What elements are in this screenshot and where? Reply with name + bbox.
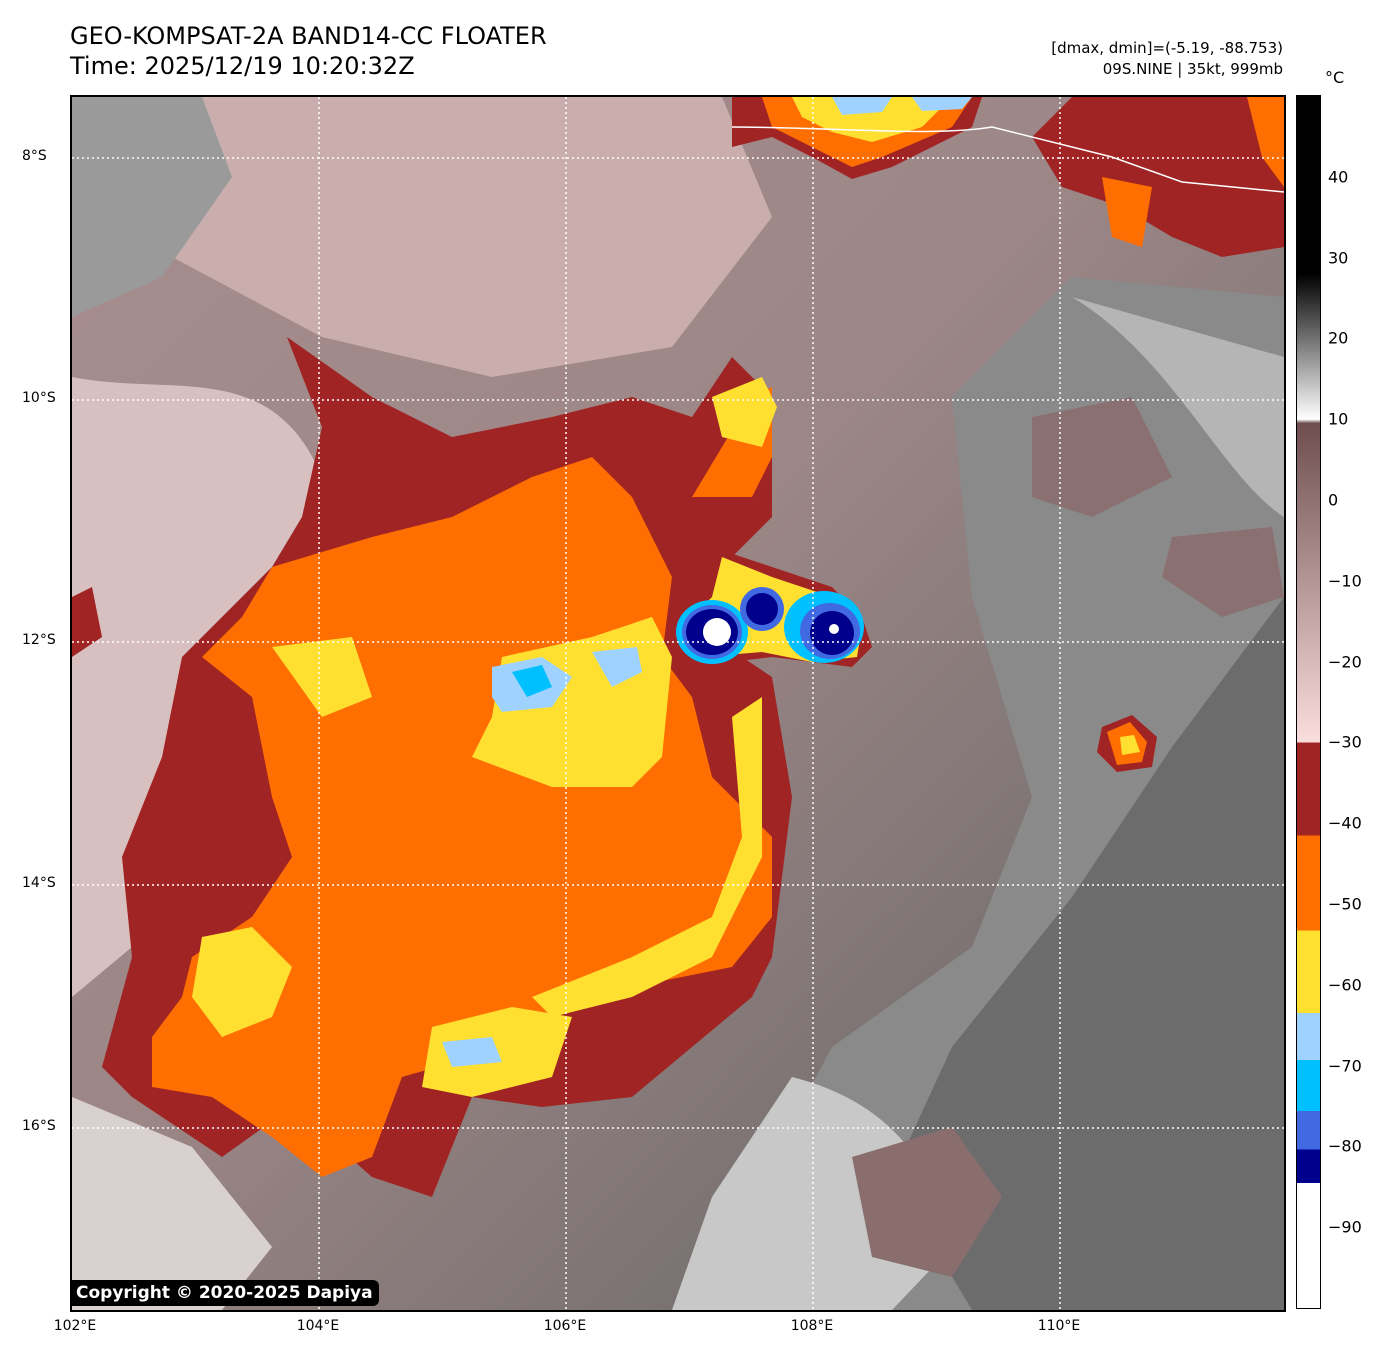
- lon-label: 108°E: [790, 1318, 834, 1334]
- lat-label: 10°S: [22, 390, 56, 406]
- timestamp: Time: 2025/12/19 10:20:32Z: [70, 52, 415, 80]
- colorbar-tick-label: −60: [1328, 975, 1362, 995]
- colorbar-tick-label: −70: [1328, 1056, 1362, 1076]
- colorbar-tick-label: −80: [1328, 1136, 1362, 1156]
- colorbar-tick-label: −20: [1328, 652, 1362, 672]
- colorbar-tick-label: −30: [1328, 732, 1362, 752]
- satellite-map: [70, 95, 1286, 1312]
- lon-label: 102°E: [53, 1318, 97, 1334]
- colorbar-tick-label: −90: [1328, 1217, 1362, 1237]
- storm-info: 09S.NINE | 35kt, 999mb: [1102, 60, 1283, 78]
- colorbar-tick-label: 0: [1328, 490, 1339, 510]
- lat-label: 8°S: [22, 148, 47, 164]
- colorbar-unit: °C: [1325, 68, 1345, 87]
- colorbar-tick-label: −50: [1328, 894, 1362, 914]
- colorbar-tick-label: −40: [1328, 813, 1362, 833]
- colorbar-tick-label: 20: [1328, 328, 1349, 348]
- lat-label: 16°S: [22, 1118, 56, 1134]
- lat-label: 12°S: [22, 632, 56, 648]
- satellite-imagery: [72, 97, 1284, 1310]
- colorbar-tick-label: 30: [1328, 248, 1349, 268]
- lon-label: 104°E: [296, 1318, 340, 1334]
- copyright-label: Copyright © 2020-2025 Dapiya: [70, 1280, 379, 1306]
- lat-label: 14°S: [22, 875, 56, 891]
- colorbar: [1296, 95, 1321, 1309]
- colorbar-tick-label: 10: [1328, 409, 1349, 429]
- graticule: [72, 97, 1284, 1310]
- lon-label: 110°E: [1037, 1318, 1081, 1334]
- chart-title: GEO-KOMPSAT-2A BAND14-CC FLOATER: [70, 22, 547, 50]
- colorbar-tick-label: −10: [1328, 571, 1362, 591]
- colorbar-tick-label: 40: [1328, 167, 1349, 187]
- range-text: [dmax, dmin]=(-5.19, -88.753): [1051, 39, 1283, 57]
- lon-label: 106°E: [543, 1318, 587, 1334]
